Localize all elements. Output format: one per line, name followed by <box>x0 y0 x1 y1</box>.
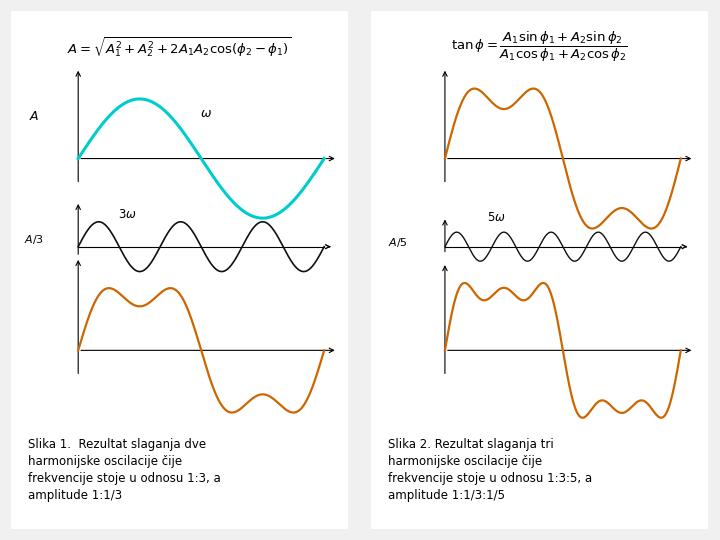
Text: $\tan\phi = \dfrac{A_1\sin\phi_1 + A_2\sin\phi_2}{A_1\cos\phi_1 + A_2\cos\phi_2}: $\tan\phi = \dfrac{A_1\sin\phi_1 + A_2\s… <box>451 30 628 64</box>
Text: $A/3$: $A/3$ <box>24 233 45 246</box>
Text: $\omega$: $\omega$ <box>200 107 212 120</box>
Text: $A$: $A$ <box>30 110 40 123</box>
Text: $A = \sqrt{A_1^2 + A_2^2 + 2A_1A_2\cos(\phi_2 - \phi_1)}$: $A = \sqrt{A_1^2 + A_2^2 + 2A_1A_2\cos(\… <box>67 35 292 59</box>
FancyBboxPatch shape <box>1 0 358 540</box>
Text: $A/5$: $A/5$ <box>388 236 408 249</box>
Text: Slika 2. Rezultat slaganja tri
harmonijske oscilacije čije
frekvencije stoje u o: Slika 2. Rezultat slaganja tri harmonijs… <box>387 438 592 503</box>
Text: $3\omega$: $3\omega$ <box>118 208 137 221</box>
Text: Slika 1.  Rezultat slaganja dve
harmonijske oscilacije čije
frekvencije stoje u : Slika 1. Rezultat slaganja dve harmonijs… <box>27 438 220 503</box>
Text: $5\omega$: $5\omega$ <box>487 211 506 224</box>
FancyBboxPatch shape <box>361 0 718 540</box>
